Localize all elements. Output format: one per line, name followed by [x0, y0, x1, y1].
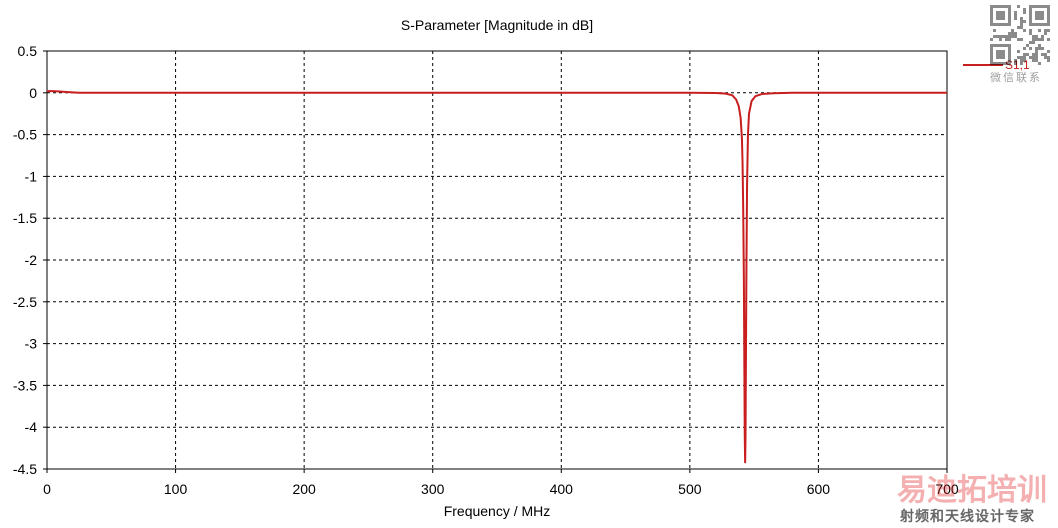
y-tick-label: -3	[25, 336, 38, 352]
y-axis: 0.5 0 -0.5 -1 -1.5 -2 -2.5 -3 -3.5 -4 -4.5	[13, 43, 47, 477]
series-line-s11	[47, 90, 947, 464]
x-tick-label: 600	[807, 481, 831, 497]
watermark-logo: 易迪拓培训	[897, 473, 1047, 507]
x-tick-label: 700	[935, 481, 959, 497]
y-tick-label: -1	[25, 168, 38, 184]
grid	[47, 51, 947, 469]
y-tick-label: -3.5	[13, 377, 37, 393]
chart-title: S-Parameter [Magnitude in dB]	[401, 17, 593, 33]
y-tick-label: -2.5	[13, 294, 37, 310]
x-axis-label: Frequency / MHz	[444, 503, 551, 519]
y-tick-label: -4	[25, 419, 38, 435]
qr-code-icon	[990, 5, 1050, 65]
x-axis: 0 100 200 300 400 500 600 700	[43, 469, 959, 497]
x-tick-label: 100	[164, 481, 188, 497]
x-tick-label: 200	[292, 481, 316, 497]
y-tick-label: -1.5	[13, 210, 37, 226]
x-tick-label: 500	[678, 481, 702, 497]
x-tick-label: 300	[421, 481, 445, 497]
qr-caption: 微信联系	[990, 70, 1042, 84]
y-tick-label: 0	[29, 85, 37, 101]
y-tick-label: -4.5	[13, 461, 37, 477]
legend-label: S1,1	[1005, 58, 1030, 72]
x-tick-label: 0	[43, 481, 51, 497]
x-tick-label: 400	[550, 481, 574, 497]
y-tick-label: 0.5	[18, 43, 38, 59]
y-tick-label: -0.5	[13, 127, 37, 143]
legend: S1,1	[963, 58, 1030, 72]
y-tick-label: -2	[25, 252, 38, 268]
series-layer	[47, 90, 947, 464]
watermark-subtitle: 射频和天线设计专家	[899, 508, 1035, 524]
